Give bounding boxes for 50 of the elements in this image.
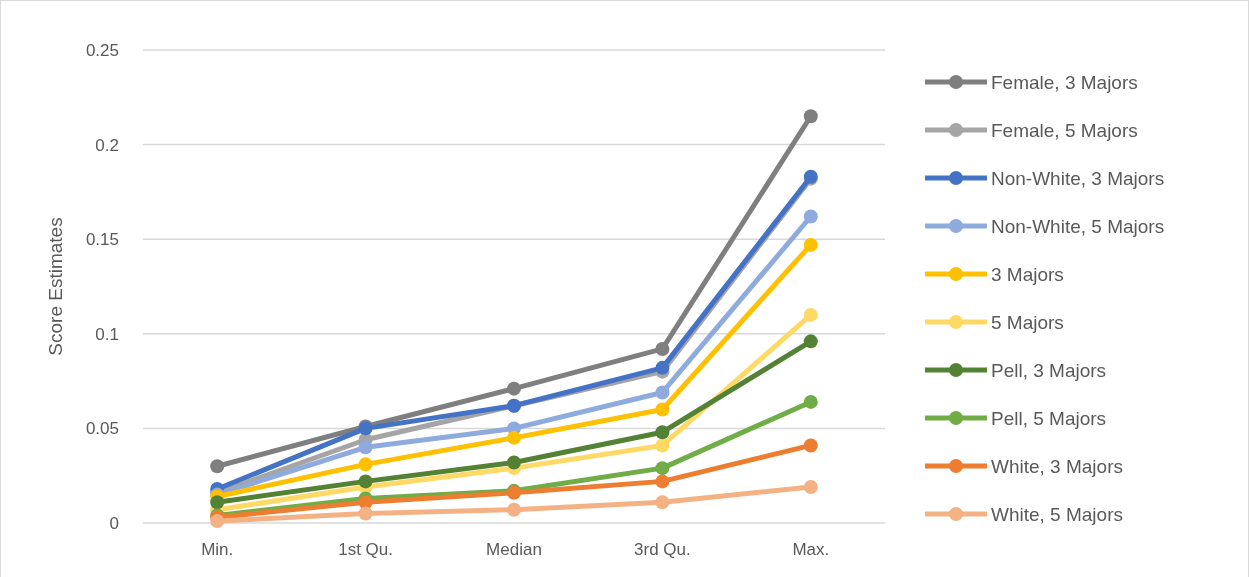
legend-label: 3 Majors (991, 263, 1064, 285)
legend-label: Pell, 5 Majors (991, 407, 1107, 429)
point (358, 506, 373, 521)
legend-label: Female, 5 Majors (991, 119, 1138, 141)
y-tick-label: 0.1 (95, 324, 119, 344)
legend-label: Non-White, 5 Majors (991, 215, 1165, 237)
y-tick-label: 0.2 (95, 135, 119, 155)
y-tick-label: 0.15 (85, 230, 119, 250)
legend-label: Pell, 3 Majors (991, 359, 1107, 381)
point (655, 425, 670, 440)
point (803, 480, 818, 495)
point (803, 334, 818, 349)
point (358, 440, 373, 455)
point (803, 237, 818, 252)
x-tick-label: Median (486, 540, 542, 559)
y-tick-label: 0.25 (85, 40, 119, 60)
point (507, 502, 521, 517)
y-tick-label: 0.05 (85, 419, 119, 439)
point (655, 402, 670, 417)
x-tick-label: Min. (201, 540, 234, 559)
point (210, 495, 225, 510)
point (210, 459, 225, 474)
point (507, 381, 521, 396)
legend-label: White, 3 Majors (991, 455, 1123, 477)
x-tick-label: Max. (792, 540, 830, 559)
y-tick-label: 0 (109, 513, 119, 533)
point (507, 430, 521, 445)
point (655, 438, 670, 453)
legend-label: 5 Majors (991, 311, 1064, 333)
point (210, 514, 225, 529)
point (803, 394, 818, 409)
point (655, 341, 670, 356)
point (803, 307, 818, 322)
point (507, 455, 521, 470)
point (655, 474, 670, 489)
y-axis-title: Score Estimates (45, 217, 66, 356)
point (803, 438, 818, 453)
legend-label: White, 5 Majors (991, 503, 1123, 525)
legend-label: Non-White, 3 Majors (991, 167, 1165, 189)
point (655, 495, 670, 510)
point (655, 360, 670, 375)
point (803, 209, 818, 224)
point (358, 474, 373, 489)
point (358, 457, 373, 472)
point (655, 385, 670, 400)
point (803, 109, 818, 124)
x-tick-label: 3rd Qu. (634, 540, 691, 559)
x-tick-label: 1st Qu. (338, 540, 394, 559)
legend-label: Female, 3 Majors (991, 71, 1138, 93)
point (655, 461, 670, 476)
